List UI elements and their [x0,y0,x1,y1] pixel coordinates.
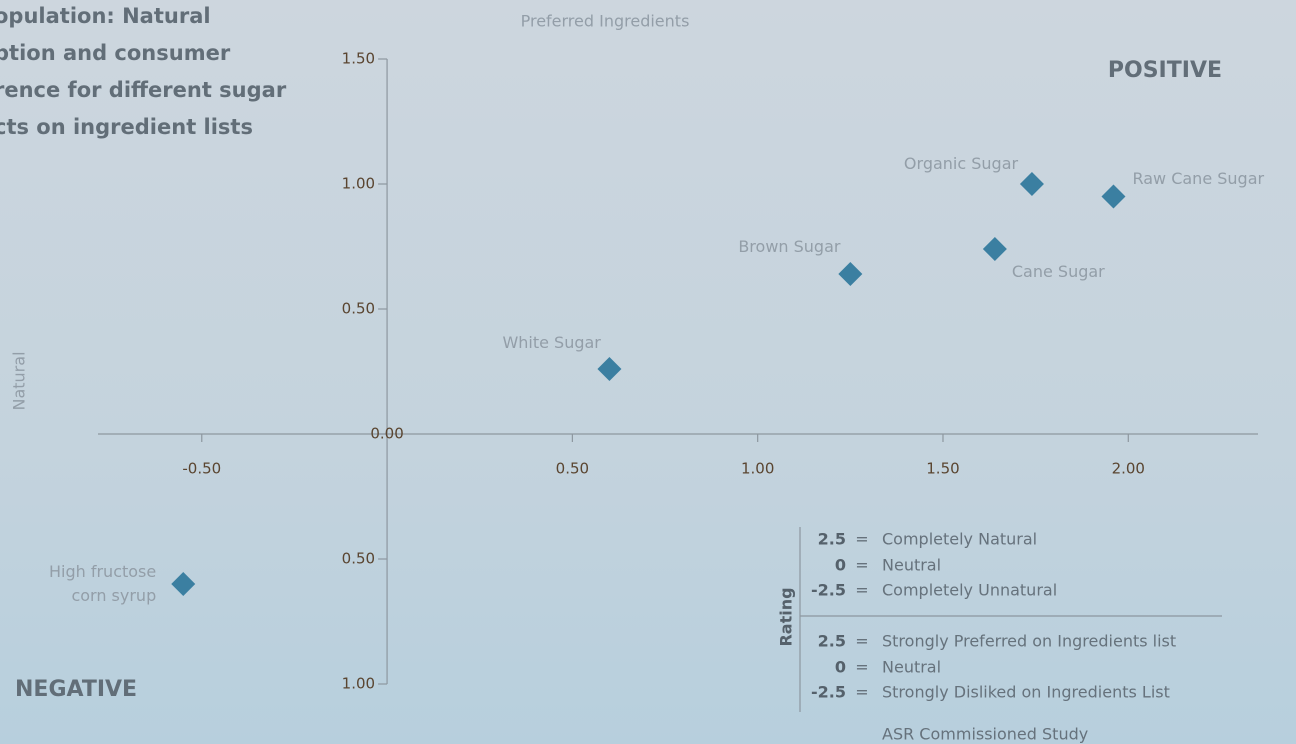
y-tick-label: 1.00 [342,175,375,193]
point [171,572,196,596]
y-axis-label: Natural [10,351,29,410]
legend-value: 0 [835,556,846,575]
legend-value: 2.5 [818,632,846,651]
legend-title: Rating [777,587,796,646]
point-label: White Sugar [502,333,601,352]
point [1101,184,1126,209]
point-label: High fructose corn syrup [48,562,157,605]
point [982,237,1007,261]
point [597,357,622,381]
legend-separator: = [855,658,868,677]
legend-value: 2.5 [818,530,846,549]
point-label: Brown Sugar [738,237,841,256]
x-axis-label: Preferred Ingredients [521,12,690,31]
x-tick-label: 1.00 [741,460,774,478]
point [1019,172,1044,196]
point [838,262,863,286]
y-tick-label: 0.50 [342,300,375,318]
point-label: Raw Cane Sugar [1132,168,1265,188]
x-tick-label: 0.50 [556,460,589,478]
legend-text: Neutral [882,556,941,575]
point-label: Cane Sugar [1011,262,1105,281]
y-tick-label: 0.00 [370,425,403,443]
x-tick-label: -0.50 [182,460,221,478]
quadrant-label: NEGATIVE [15,677,137,702]
y-tick-label: 1.50 [342,50,375,68]
x-tick-label: 2.00 [1112,460,1145,478]
legend-text: Completely Unnatural [882,581,1057,600]
chart-title: opulation: Natural [0,4,211,28]
chart-title: cts on ingredient lists [0,115,253,139]
legend-value: 0 [835,658,846,677]
legend-separator: = [855,556,868,575]
y-tick-label: 1.00 [342,675,375,693]
legend-separator: = [855,581,868,600]
legend-value: -2.5 [811,683,846,702]
y-tick-label: 0.50 [342,550,375,568]
point-label: Organic Sugar [903,154,1019,173]
legend-separator: = [855,683,868,702]
legend-value: -2.5 [811,581,846,600]
legend-text: Completely Natural [882,530,1037,549]
chart-title: ption and consumer [0,41,231,65]
legend-text: Neutral [882,658,941,677]
chart-title: rence for different sugar [0,78,287,102]
quadrant-label: POSITIVE [1108,58,1222,83]
source: ASR Commissioned Study [882,725,1088,744]
legend-separator: = [855,632,868,651]
legend-text: Strongly Disliked on Ingredients List [882,683,1170,702]
legend-text: Strongly Preferred on Ingredients list [882,632,1176,651]
legend-separator: = [855,530,868,549]
x-tick-label: 1.50 [926,460,959,478]
